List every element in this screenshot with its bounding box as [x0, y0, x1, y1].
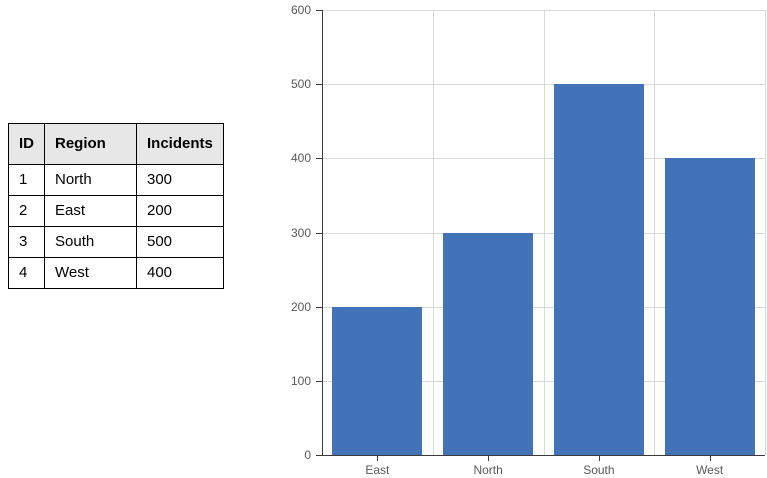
x-axis-tick	[598, 456, 600, 461]
x-axis-label: South	[583, 463, 615, 477]
table-row: 3 South 500	[8, 226, 224, 258]
x-axis-label: West	[696, 463, 724, 477]
x-gridline	[765, 10, 766, 455]
x-axis-tick	[377, 456, 379, 461]
cell-region: West	[44, 257, 137, 289]
x-gridline	[654, 10, 656, 455]
y-axis-tick	[316, 306, 322, 308]
y-axis-tick	[316, 10, 322, 11]
table-header-id: ID	[8, 123, 45, 165]
table-header-incidents: Incidents	[136, 123, 224, 165]
y-axis-line	[322, 10, 324, 456]
incidents-table: ID Region Incidents 1 North 300 2 East 2…	[8, 123, 224, 289]
cell-incidents: 400	[136, 257, 224, 289]
cell-region: North	[44, 164, 137, 196]
bar-chart: 0 100 200 300 400 500 600 East North South West	[280, 0, 767, 478]
cell-region: East	[44, 195, 137, 227]
bar-north	[443, 232, 534, 455]
table-row: 2 East 200	[8, 195, 224, 227]
cell-id: 3	[8, 226, 45, 258]
y-axis-tick	[316, 84, 322, 86]
table-header-row: ID Region Incidents	[8, 123, 224, 165]
y-axis-label: 200	[290, 299, 311, 314]
bar-south	[553, 84, 644, 455]
x-gridline	[432, 10, 434, 455]
y-axis-tick	[316, 380, 322, 382]
y-axis-label: 300	[290, 225, 311, 240]
x-axis-label: East	[365, 463, 390, 477]
x-axis-tick	[488, 456, 490, 461]
cell-incidents: 300	[136, 164, 224, 196]
y-axis-label: 100	[290, 373, 311, 388]
cell-incidents: 200	[136, 195, 224, 227]
bar-east	[332, 306, 423, 455]
x-axis-line	[322, 455, 765, 457]
table-row: 1 North 300	[8, 164, 224, 196]
x-axis-label: North	[473, 463, 503, 477]
cell-id: 2	[8, 195, 45, 227]
y-axis-label: 400	[290, 151, 311, 166]
y-axis-label: 600	[290, 3, 311, 17]
cell-id: 4	[8, 257, 45, 289]
x-gridline	[543, 10, 545, 455]
cell-incidents: 500	[136, 226, 224, 258]
y-axis-label: 500	[290, 77, 311, 92]
y-axis-tick	[316, 158, 322, 160]
x-axis-tick	[709, 456, 711, 461]
y-axis-label: 0	[304, 448, 311, 462]
bar-west	[664, 158, 755, 455]
y-axis-tick	[316, 232, 322, 234]
cell-region: South	[44, 226, 137, 258]
table-row: 4 West 400	[8, 257, 224, 289]
table-header-region: Region	[44, 123, 137, 165]
cell-id: 1	[8, 164, 45, 196]
y-axis-tick	[316, 455, 322, 456]
